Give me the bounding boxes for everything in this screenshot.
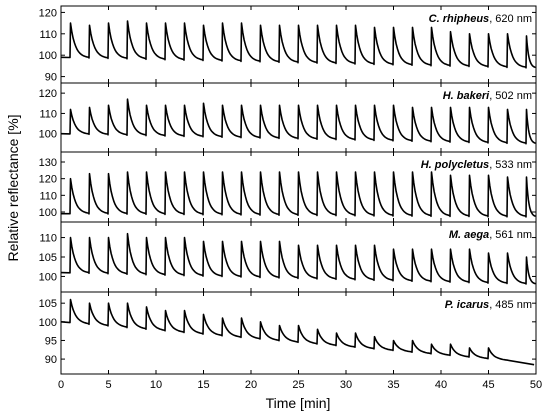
panel-label: M. aega, 561 nm — [449, 229, 532, 241]
y-tick-label: 100 — [39, 207, 57, 219]
y-tick-label: 110 — [39, 29, 57, 41]
panel-5: 90 95 100 105 P. icarus, 485 nm — [39, 291, 537, 375]
reflectance-trace — [60, 98, 536, 145]
x-tick-label: 45 — [482, 379, 494, 391]
panel-label: H. bakeri, 502 nm — [443, 90, 532, 102]
species-name: P. icarus — [445, 299, 489, 311]
y-tick-label: 90 — [45, 72, 57, 84]
y-tick-label: 100 — [39, 271, 57, 283]
species-name: C. rhipheus — [429, 13, 490, 25]
y-tick-label: 120 — [39, 174, 57, 186]
x-axis-title: Time [min] — [266, 395, 331, 411]
reflectance-trace — [60, 232, 536, 285]
wavelength-label: , 561 nm — [489, 229, 532, 241]
x-tick-label: 5 — [105, 379, 111, 391]
panel-label: H. polycletus, 533 nm — [421, 159, 532, 171]
x-tick-label: 35 — [387, 379, 399, 391]
species-name: M. aega — [449, 229, 489, 241]
panel-2: 100 110 120 H. bakeri, 502 nm — [39, 82, 537, 153]
panel-3: 100 110 120 130 H. polycletus, 533 nm — [39, 151, 537, 223]
y-axis-title: Relative reflectance [%] — [5, 114, 21, 261]
x-tick-label: 0 — [58, 379, 64, 391]
panel-label: C. rhipheus, 620 nm — [429, 13, 532, 25]
y-tick-label: 120 — [39, 7, 57, 19]
panel-1: 90 100 110 120 C. rhipheus, 620 nm — [39, 5, 537, 84]
y-tick-label: 110 — [39, 190, 57, 202]
y-tick-label: 100 — [39, 317, 57, 329]
panel-4: 100 105 110 M. aega, 561 nm — [39, 221, 537, 293]
reflectance-trace — [61, 171, 536, 218]
y-tick-label: 100 — [39, 129, 57, 141]
x-tick-label: 25 — [292, 379, 304, 391]
x-tick-label: 50 — [530, 379, 542, 391]
x-tick-label: 20 — [245, 379, 257, 391]
y-tick-label: 90 — [45, 354, 57, 366]
panel-label: P. icarus, 485 nm — [445, 299, 532, 311]
panels-group: 90 100 110 120 C. rhipheus, 620 nm 100 110 120 H… — [39, 5, 537, 375]
y-tick-label: 95 — [45, 335, 57, 347]
species-name: H. polycletus — [421, 159, 489, 171]
wavelength-label: , 620 nm — [489, 13, 532, 25]
x-tick-label: 15 — [197, 379, 209, 391]
wavelength-label: , 533 nm — [489, 159, 532, 171]
x-tick-label: 10 — [150, 379, 162, 391]
y-tick-label: 100 — [39, 50, 57, 62]
x-tick-label: 30 — [340, 379, 352, 391]
y-tick-label: 105 — [39, 298, 57, 310]
x-tick-label: 40 — [435, 379, 447, 391]
y-tick-label: 110 — [39, 233, 57, 245]
y-tick-label: 105 — [39, 252, 57, 264]
reflectance-trace — [60, 20, 536, 69]
wavelength-label: , 502 nm — [489, 90, 532, 102]
species-name: H. bakeri — [443, 90, 490, 102]
y-tick-label: 130 — [39, 157, 57, 169]
wavelength-label: , 485 nm — [489, 299, 532, 311]
reflectance-trace — [60, 298, 535, 366]
x-axis: 0 5 10 15 20 25 30 35 40 45 50 — [58, 379, 542, 391]
y-tick-label: 120 — [39, 88, 57, 100]
y-tick-label: 110 — [39, 108, 57, 120]
